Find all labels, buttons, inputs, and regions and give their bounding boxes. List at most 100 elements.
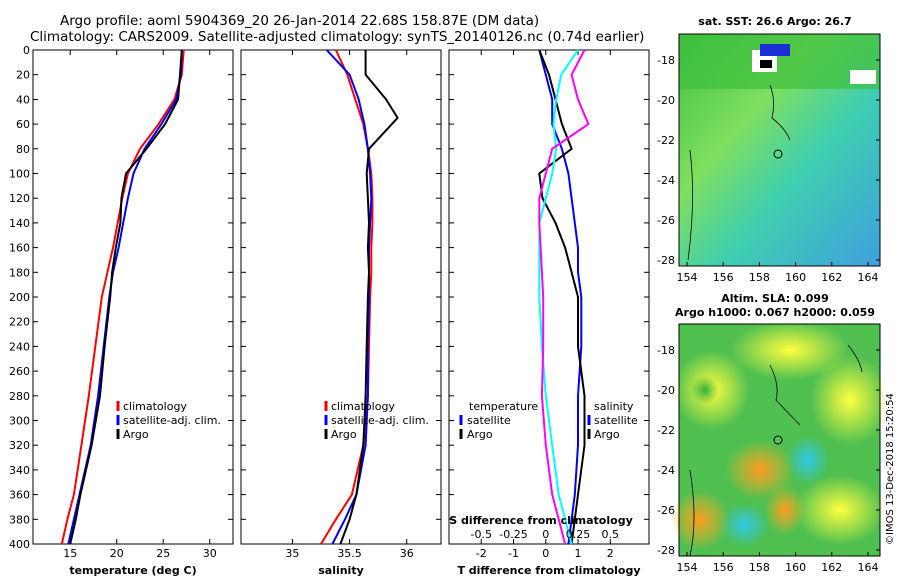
sla-x-axis: 154 156 158 160 162 164 bbox=[677, 552, 879, 574]
y-tick-label: 240 bbox=[9, 340, 30, 353]
y-tick-label: 380 bbox=[9, 513, 30, 526]
y-tick-label: 140 bbox=[9, 217, 30, 230]
sla-blob bbox=[691, 376, 719, 404]
legend-label: Argo bbox=[467, 428, 493, 441]
map-x-tick-label: 158 bbox=[749, 561, 770, 574]
sst-frame bbox=[678, 33, 881, 267]
map-x-tick-label: 154 bbox=[677, 271, 698, 284]
y-tick-label: 0 bbox=[23, 44, 30, 57]
legend-label: temperature bbox=[469, 400, 538, 413]
map-x-tick-label: 156 bbox=[713, 561, 734, 574]
legend-label: Argo bbox=[594, 428, 620, 441]
y-tick-label: 280 bbox=[9, 390, 30, 403]
map-y-tick-label: -22 bbox=[657, 134, 675, 147]
map-y-tick-label: -26 bbox=[657, 214, 675, 227]
y-tick-label: 200 bbox=[9, 291, 30, 304]
map-y-tick-label: -20 bbox=[657, 384, 675, 397]
sst-argo-marker bbox=[773, 149, 783, 159]
x-tick-label: 0 bbox=[542, 547, 549, 560]
sla-map-subtitle: Argo h1000: 0.067 h2000: 0.059 bbox=[675, 306, 875, 319]
x-tick-label: 15 bbox=[63, 547, 77, 560]
y-tick-label: 320 bbox=[9, 439, 30, 452]
x-tick-label: 1 bbox=[575, 547, 582, 560]
map-y-tick-label: -26 bbox=[657, 504, 675, 517]
sla-blob bbox=[810, 355, 890, 445]
y-tick-label: 60 bbox=[16, 118, 30, 131]
map-y-tick-label: -24 bbox=[657, 464, 675, 477]
y-tick-label: 340 bbox=[9, 464, 30, 477]
sla-blob bbox=[670, 490, 730, 550]
sst-blue-patch bbox=[760, 44, 790, 56]
map-x-tick-label: 164 bbox=[858, 271, 879, 284]
series-line-argo bbox=[69, 49, 183, 545]
series-line-climatology bbox=[60, 49, 185, 545]
map-x-tick-label: 154 bbox=[677, 561, 698, 574]
series-line-argo bbox=[339, 50, 399, 545]
y-tick-label: 220 bbox=[9, 316, 30, 329]
map-y-tick-label: -18 bbox=[657, 344, 675, 357]
sst-x-axis: 154 156 158 160 162 164 bbox=[677, 262, 879, 284]
sst-black-patch bbox=[760, 60, 772, 68]
legend-label: Argo bbox=[331, 428, 357, 441]
top-tick-label: -0.5 bbox=[471, 528, 492, 541]
x-tick-label: -2 bbox=[476, 547, 487, 560]
map-y-tick-label: -22 bbox=[657, 424, 675, 437]
x-tick-label: 35 bbox=[285, 547, 299, 560]
x-axis-label: salinity bbox=[318, 564, 364, 577]
sla-map-title: Altim. SLA: 0.099 bbox=[721, 292, 828, 305]
plot-frame bbox=[32, 49, 234, 545]
y-tick-label: 40 bbox=[16, 93, 30, 106]
series-line-salinity-satellite bbox=[538, 49, 579, 545]
sst-map-title: sat. SST: 26.6 Argo: 26.7 bbox=[698, 15, 851, 28]
y-tick-label: 260 bbox=[9, 365, 30, 378]
y-tick-label: 300 bbox=[9, 415, 30, 428]
plot-frame bbox=[240, 49, 442, 545]
x-tick-label: 35.5 bbox=[337, 547, 362, 560]
sla-blob bbox=[730, 320, 850, 380]
x-tick-label: 25 bbox=[156, 547, 170, 560]
sst-y-axis: -18 -20 -22 -24 -26 -28 bbox=[657, 54, 880, 267]
salinity-panel: 35 35.5 36 salinity climatologysatellite-adj… bbox=[240, 49, 442, 577]
map-x-tick-label: 156 bbox=[713, 271, 734, 284]
x-axis-label: T difference from climatology bbox=[457, 564, 640, 577]
legend-label: satellite-adj. clim. bbox=[123, 414, 221, 427]
header-line-1: Argo profile: aoml 5904369_20 26-Jan-201… bbox=[60, 13, 539, 29]
map-x-tick-label: 160 bbox=[785, 561, 806, 574]
sst-map: sat. SST: 26.6 Argo: 26.7 154 156 158 160 16… bbox=[657, 15, 881, 284]
legend-label: satellite bbox=[594, 414, 638, 427]
map-x-tick-label: 158 bbox=[749, 271, 770, 284]
map-y-tick-label: -20 bbox=[657, 94, 675, 107]
y-tick-label: 160 bbox=[9, 242, 30, 255]
legend-label: climatology bbox=[123, 400, 187, 413]
legend-label: climatology bbox=[331, 400, 395, 413]
map-x-tick-label: 164 bbox=[858, 561, 879, 574]
top-axis-label: S difference from climatology bbox=[449, 514, 633, 527]
map-y-tick-label: -28 bbox=[657, 544, 675, 557]
top-tick-label: 0.25 bbox=[566, 528, 591, 541]
top-tick-label: -0.25 bbox=[499, 528, 527, 541]
x-axis-label: temperature (deg C) bbox=[69, 564, 196, 577]
map-y-tick-label: -18 bbox=[657, 54, 675, 67]
x-tick-label: 2 bbox=[607, 547, 614, 560]
sla-blob bbox=[786, 435, 830, 485]
x-tick-label: 20 bbox=[110, 547, 124, 560]
top-tick-label: 0 bbox=[542, 528, 549, 541]
sst-white-patch-2 bbox=[850, 70, 876, 84]
sla-y-axis: -18 -20 -22 -24 -26 -28 bbox=[657, 344, 880, 557]
map-y-tick-label: -28 bbox=[657, 254, 675, 267]
y-tick-label: 180 bbox=[9, 266, 30, 279]
temperature-panel: 0 20 40 60 80 100 120 140 160 180 200 220 240 260 280 3… bbox=[9, 44, 234, 577]
y-tick-label: 80 bbox=[16, 143, 30, 156]
series-line-temperature-argo bbox=[538, 49, 586, 545]
series-line-temperature-satellite bbox=[538, 49, 583, 545]
difference-panel: -2 -1 0 1 2 T difference from climatology temp… bbox=[448, 49, 650, 577]
legend-label: satellite-adj. clim. bbox=[331, 414, 429, 427]
sla-blob bbox=[725, 440, 795, 500]
sst-warm-band bbox=[679, 34, 880, 89]
y-tick-label: 360 bbox=[9, 489, 30, 502]
legend-label: Argo bbox=[123, 428, 149, 441]
sla-frame bbox=[678, 323, 881, 557]
series-line-salinity-argo bbox=[538, 49, 590, 545]
sla-blob bbox=[720, 503, 770, 547]
